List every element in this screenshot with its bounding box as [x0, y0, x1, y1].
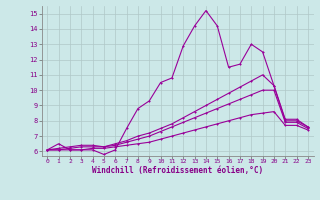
X-axis label: Windchill (Refroidissement éolien,°C): Windchill (Refroidissement éolien,°C) [92, 166, 263, 175]
